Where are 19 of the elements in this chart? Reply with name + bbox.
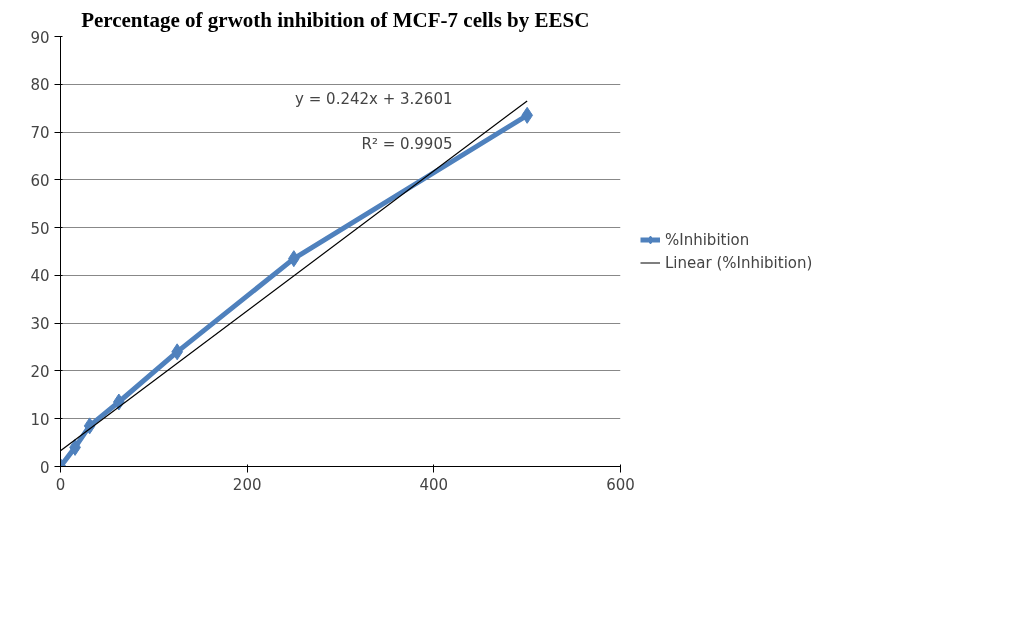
legend-label: %Inhibition bbox=[665, 230, 750, 249]
y-tick-label: 10 bbox=[30, 410, 50, 429]
legend-label: Linear (%Inhibition) bbox=[665, 253, 813, 272]
y-tick-label: 80 bbox=[30, 76, 50, 95]
annotation: y = 0.242x + 3.2601 bbox=[295, 89, 453, 108]
x-tick-label: 600 bbox=[606, 475, 635, 494]
y-tick-label: 90 bbox=[30, 28, 50, 47]
x-tick-label: 200 bbox=[232, 475, 262, 494]
chart-title: Percentage of grwoth inhibition of MCF-7 cells by EESC bbox=[81, 7, 590, 32]
y-tick-label: 20 bbox=[30, 362, 50, 381]
y-tick-label: 50 bbox=[30, 219, 50, 238]
y-tick-label: 40 bbox=[30, 267, 50, 286]
y-tick-label: 0 bbox=[39, 458, 50, 477]
x-tick-label: 0 bbox=[55, 475, 66, 494]
x-tick-label: 400 bbox=[419, 475, 449, 494]
y-tick-label: 70 bbox=[30, 124, 50, 143]
y-tick-label: 60 bbox=[30, 171, 50, 190]
y-tick-label: 30 bbox=[30, 315, 50, 334]
annotation: R² = 0.9905 bbox=[361, 135, 453, 153]
